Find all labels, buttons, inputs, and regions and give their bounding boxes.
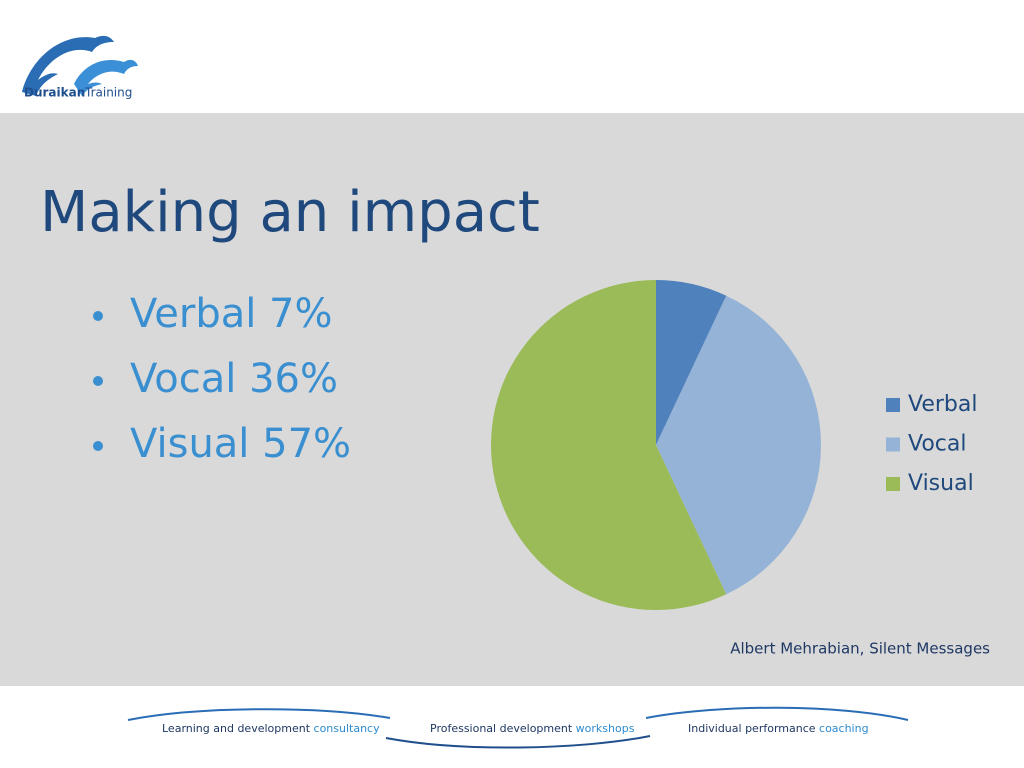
swoosh [127, 708, 391, 721]
chart-title: Making an impact [40, 180, 540, 245]
footer-item: Individual performance coaching [688, 722, 869, 735]
legend: Verbal Vocal Visual [886, 392, 977, 496]
bullet-dot [93, 376, 103, 386]
legend-label: Visual [908, 471, 974, 496]
swoosh [645, 706, 909, 721]
legend-swatch [886, 477, 900, 491]
dolphin-large [22, 35, 114, 96]
dolphin-small [74, 59, 138, 96]
bullet-dot [93, 441, 103, 451]
logo: Duraikan Training [22, 35, 138, 100]
bullet-text: Vocal 36% [130, 356, 338, 402]
footer-accent: workshops [576, 722, 635, 735]
swoosh [385, 735, 651, 749]
footer: Learning and development consultancy Prof… [162, 722, 869, 735]
pie-slice [656, 280, 727, 445]
pie-slice [656, 295, 821, 595]
footer-lead: Learning and development [162, 722, 311, 735]
footer-item: Professional development workshops [430, 722, 635, 735]
bullet-text: Visual 57% [130, 421, 351, 467]
pie-slice [491, 280, 727, 610]
bullet-text: Verbal 7% [130, 291, 333, 337]
footer-item: Learning and development consultancy [162, 722, 380, 735]
footer-lead: Individual performance [688, 722, 816, 735]
legend-label: Vocal [908, 432, 967, 457]
pie-chart [491, 280, 821, 610]
legend-swatch [886, 398, 900, 412]
logo-name: Duraikan [24, 86, 85, 100]
footer-accent: consultancy [314, 722, 381, 735]
bullet-dot [93, 311, 103, 321]
footer-lead: Professional development [430, 722, 573, 735]
logo-tagline: Training [84, 86, 132, 100]
footer-accent: coaching [819, 722, 869, 735]
source-citation: Albert Mehrabian, Silent Messages [730, 640, 990, 658]
legend-label: Verbal [908, 392, 977, 417]
legend-swatch [886, 437, 900, 452]
bullet-list: Verbal 7% Vocal 36% Visual 57% [93, 291, 351, 467]
